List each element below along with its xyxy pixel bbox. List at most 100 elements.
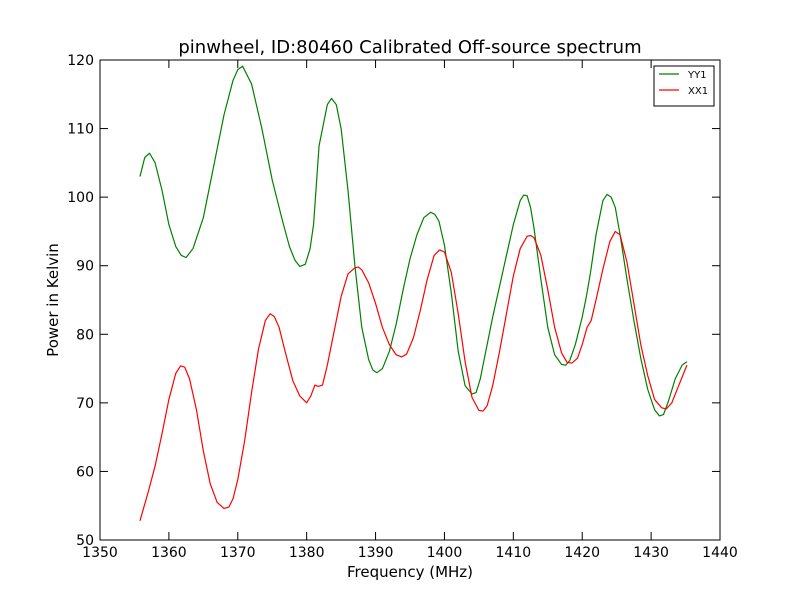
data-point-XX1-22 [274,316,275,317]
data-point-YY1-48 [444,245,445,246]
data-point-XX1-52 [451,272,452,273]
data-point-XX1-48 [427,279,428,280]
data-point-YY1-84 [647,389,648,390]
data-point-XX1-85 [647,375,648,376]
y-axis-label: Power in Kelvin [44,243,62,357]
data-point-YY1-18 [272,179,273,180]
data-point-YY1-66 [547,327,548,328]
x-tick-label-1410: 1410 [496,545,532,561]
data-point-YY1-71 [575,344,576,345]
data-point-YY1-5 [168,224,169,225]
data-point-YY1-0 [139,176,140,177]
data-point-XX1-8 [189,378,190,379]
x-tick-label-1370: 1370 [220,545,256,561]
data-point-YY1-62 [527,195,528,196]
data-point-XX1-54 [465,361,466,362]
data-point-YY1-88 [668,401,669,402]
data-point-YY1-12 [223,114,224,115]
data-point-YY1-19 [282,221,283,222]
data-point-XX1-49 [434,255,435,256]
data-point-YY1-81 [626,279,627,280]
data-point-YY1-82 [633,320,634,321]
data-point-YY1-20 [289,246,290,247]
data-point-XX1-64 [527,236,528,237]
data-point-XX1-46 [413,337,414,338]
data-point-XX1-89 [671,402,672,403]
data-point-XX1-90 [678,385,679,386]
x-tick-label-1440: 1440 [702,545,738,561]
series-YY1 [139,65,688,417]
data-point-YY1-75 [595,234,596,235]
data-point-YY1-16 [251,83,252,84]
series-XX1 [139,230,688,521]
data-point-YY1-67 [554,354,555,355]
data-point-XX1-80 [615,231,616,232]
data-point-XX1-76 [591,320,592,321]
data-point-XX1-51 [444,251,445,252]
data-point-XX1-27 [306,402,307,403]
data-point-YY1-68 [561,364,562,365]
data-point-XX1-19 [258,349,259,350]
data-point-YY1-58 [506,255,507,256]
data-point-XX1-26 [299,395,300,396]
data-point-YY1-45 [430,212,431,213]
x-tick-label-1380: 1380 [289,545,325,561]
data-point-XX1-14 [228,506,229,507]
data-point-YY1-33 [354,265,355,266]
data-point-YY1-38 [382,368,383,369]
data-point-YY1-61 [523,194,524,195]
data-point-YY1-3 [155,162,156,163]
y-tick-label-80: 80 [76,327,94,343]
y-tick-label-100: 100 [67,190,94,206]
data-point-YY1-41 [403,289,404,290]
data-point-YY1-7 [181,255,182,256]
data-point-YY1-60 [520,200,521,201]
data-point-YY1-23 [305,264,306,265]
legend-label-YY1: YY1 [687,70,707,81]
data-point-XX1-79 [609,241,610,242]
data-point-XX1-25 [292,380,293,381]
data-point-XX1-28 [310,395,311,396]
data-point-XX1-20 [265,320,266,321]
data-point-XX1-74 [582,344,583,345]
data-point-XX1-34 [341,296,342,297]
x-axis-label: Frequency (MHz) [347,563,473,581]
data-point-YY1-50 [458,351,459,352]
data-point-YY1-34 [361,327,362,328]
data-point-YY1-39 [389,351,390,352]
data-point-XX1-75 [586,327,587,328]
data-point-YY1-26 [318,145,319,146]
data-point-XX1-71 [566,362,567,363]
data-point-YY1-51 [465,385,466,386]
data-point-YY1-70 [569,360,570,361]
data-point-XX1-81 [620,234,621,235]
data-point-XX1-86 [654,399,655,400]
data-point-YY1-44 [423,217,424,218]
data-point-XX1-70 [561,352,562,353]
data-point-XX1-33 [334,330,335,331]
data-point-YY1-54 [480,378,481,379]
data-point-YY1-64 [533,227,534,228]
data-point-XX1-31 [322,384,323,385]
data-point-YY1-90 [682,365,683,366]
data-point-XX1-13 [223,508,224,509]
y-tick-label-120: 120 [67,53,94,69]
data-point-YY1-73 [586,296,587,297]
data-point-YY1-91 [686,361,687,362]
data-point-XX1-55 [471,397,472,398]
data-point-XX1-67 [540,255,541,256]
data-point-XX1-29 [314,384,315,385]
data-point-XX1-69 [554,327,555,328]
data-point-YY1-17 [261,128,262,129]
data-point-YY1-59 [513,224,514,225]
data-point-XX1-65 [530,235,531,236]
data-point-YY1-24 [310,248,311,249]
data-point-XX1-9 [196,409,197,410]
data-point-YY1-89 [675,378,676,379]
data-point-YY1-32 [347,190,348,191]
data-point-XX1-62 [513,275,514,276]
data-point-XX1-60 [499,351,500,352]
data-point-YY1-79 [615,207,616,208]
